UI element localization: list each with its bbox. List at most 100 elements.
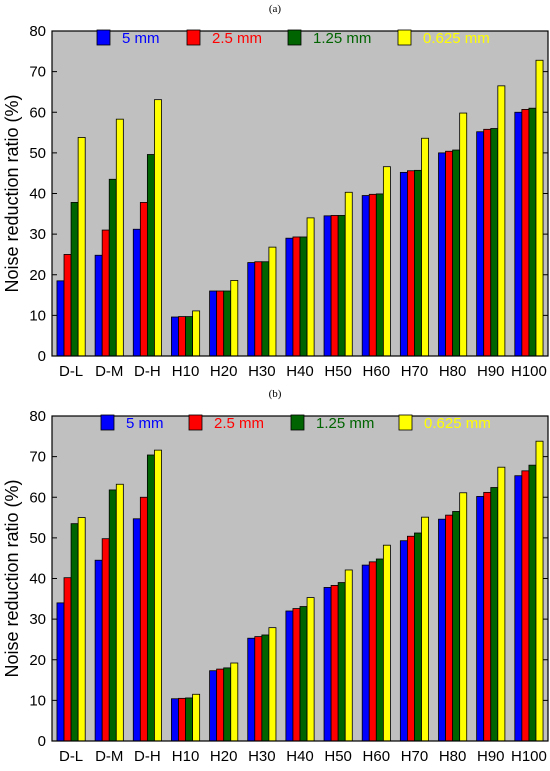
legend-swatch	[398, 414, 413, 431]
y-tick-label: 20	[29, 267, 46, 284]
bar-0625mm-H80	[459, 492, 468, 742]
bar-125mm-H70	[414, 169, 422, 357]
bar-125mm-H40	[299, 606, 308, 742]
bar-125mm-D-L	[70, 523, 79, 742]
y-tick-label: 60	[29, 489, 46, 506]
bar-125mm-H10	[185, 697, 193, 742]
y-tick-label: 10	[29, 307, 46, 324]
legend-swatch	[96, 29, 111, 46]
bar-5mm-H80	[438, 152, 446, 357]
bar-25mm-H90	[483, 128, 492, 357]
x-tick-label: D-H	[134, 748, 161, 765]
bar-25mm-H50	[330, 215, 339, 357]
bar-5mm-H90	[476, 131, 485, 357]
x-tick-label: H30	[248, 748, 276, 765]
x-tick-label: H40	[286, 363, 314, 380]
bar-0625mm-H100	[535, 59, 544, 357]
x-tick-label: H80	[439, 748, 467, 765]
x-tick-label: D-L	[59, 363, 83, 380]
legend-label: 5 mm	[122, 30, 160, 47]
bar-0625mm-H90	[497, 85, 506, 357]
y-tick-label: 30	[29, 226, 46, 243]
x-tick-label: H70	[401, 748, 429, 765]
bar-0625mm-H70	[421, 516, 429, 742]
bar-25mm-D-H	[139, 202, 148, 357]
bar-25mm-H100	[521, 109, 530, 357]
x-tick-label: H60	[363, 363, 391, 380]
panel-label: (a)	[269, 3, 282, 15]
bar-125mm-H50	[337, 215, 346, 357]
y-tick-label: 70	[29, 64, 46, 81]
bar-5mm-H50	[323, 215, 332, 357]
legend-label: 1.25 mm	[316, 415, 374, 432]
y-tick-label: 0	[38, 733, 46, 750]
bar-125mm-H10	[185, 316, 193, 357]
bar-5mm-H20	[209, 670, 218, 742]
bar-25mm-H60	[368, 193, 377, 357]
bar-5mm-H60	[361, 195, 370, 357]
bar-125mm-H40	[299, 236, 308, 357]
x-tick-label: D-L	[59, 748, 83, 765]
bar-125mm-D-H	[146, 154, 155, 357]
bar-125mm-H60	[375, 558, 384, 742]
bar-25mm-H30	[254, 636, 263, 742]
legend-label: 0.625 mm	[423, 30, 490, 47]
legend-swatch	[397, 29, 412, 46]
bar-25mm-H40	[292, 236, 301, 357]
x-tick-label: D-M	[95, 748, 123, 765]
bar-5mm-H60	[361, 564, 370, 742]
bar-0625mm-H30	[268, 627, 277, 742]
x-tick-label: H40	[286, 748, 314, 765]
x-tick-label: H30	[248, 363, 276, 380]
bar-0625mm-H20	[230, 662, 239, 742]
bar-0625mm-D-H	[154, 449, 162, 742]
y-tick-label: 10	[29, 692, 46, 709]
bar-25mm-H50	[330, 585, 339, 742]
bar-5mm-H30	[247, 262, 256, 357]
bar-0625mm-D-H	[154, 99, 162, 357]
legend-swatch	[100, 414, 115, 431]
bar-5mm-D-M	[94, 559, 103, 742]
bar-5mm-H90	[476, 496, 485, 742]
bar-0625mm-H20	[230, 280, 239, 357]
bar-25mm-H20	[216, 668, 225, 742]
y-tick-label: 0	[38, 348, 46, 365]
bar-25mm-H10	[178, 316, 186, 357]
bar-5mm-H100	[514, 111, 523, 357]
bar-25mm-D-L	[63, 254, 72, 357]
x-tick-label: H10	[172, 363, 200, 380]
bar-5mm-D-H	[132, 518, 141, 742]
bar-5mm-H70	[399, 171, 408, 357]
bar-0625mm-H40	[306, 217, 315, 357]
y-tick-label: 40	[29, 186, 46, 203]
bar-5mm-D-M	[94, 254, 103, 357]
bar-125mm-H20	[223, 667, 232, 742]
y-tick-label: 80	[29, 408, 46, 425]
y-axis-title: Noise reduction ratio (%)	[2, 94, 22, 292]
bar-125mm-D-L	[70, 202, 79, 357]
bar-0625mm-H90	[497, 466, 506, 742]
bar-25mm-H100	[521, 470, 530, 742]
bar-0625mm-H50	[344, 191, 353, 357]
x-tick-label: H90	[477, 748, 505, 765]
bar-0625mm-H30	[268, 246, 277, 357]
y-tick-label: 40	[29, 571, 46, 588]
y-tick-label: 70	[29, 449, 46, 466]
bar-25mm-H70	[406, 170, 415, 357]
bar-25mm-H90	[483, 491, 492, 742]
bar-25mm-D-M	[101, 538, 110, 742]
bar-5mm-H30	[247, 637, 256, 742]
bar-25mm-H40	[292, 608, 301, 742]
bar-5mm-H40	[285, 237, 294, 357]
chart-panel-b: (b) 0 10 20 30 40 50 60 70 80 D-L D-M D-H H10 H20 H30 H4…	[2, 388, 549, 765]
y-tick-label: 50	[29, 530, 46, 547]
x-tick-label: H10	[172, 748, 200, 765]
bar-25mm-H80	[445, 150, 454, 357]
x-tick-label: H20	[210, 748, 238, 765]
bar-25mm-H70	[406, 535, 415, 742]
bar-0625mm-H10	[192, 310, 201, 357]
legend: 5 mm 2.5 mm 1.25 mm 0.625 mm	[96, 29, 490, 47]
bar-5mm-H70	[399, 540, 408, 742]
bar-5mm-H40	[285, 610, 294, 742]
